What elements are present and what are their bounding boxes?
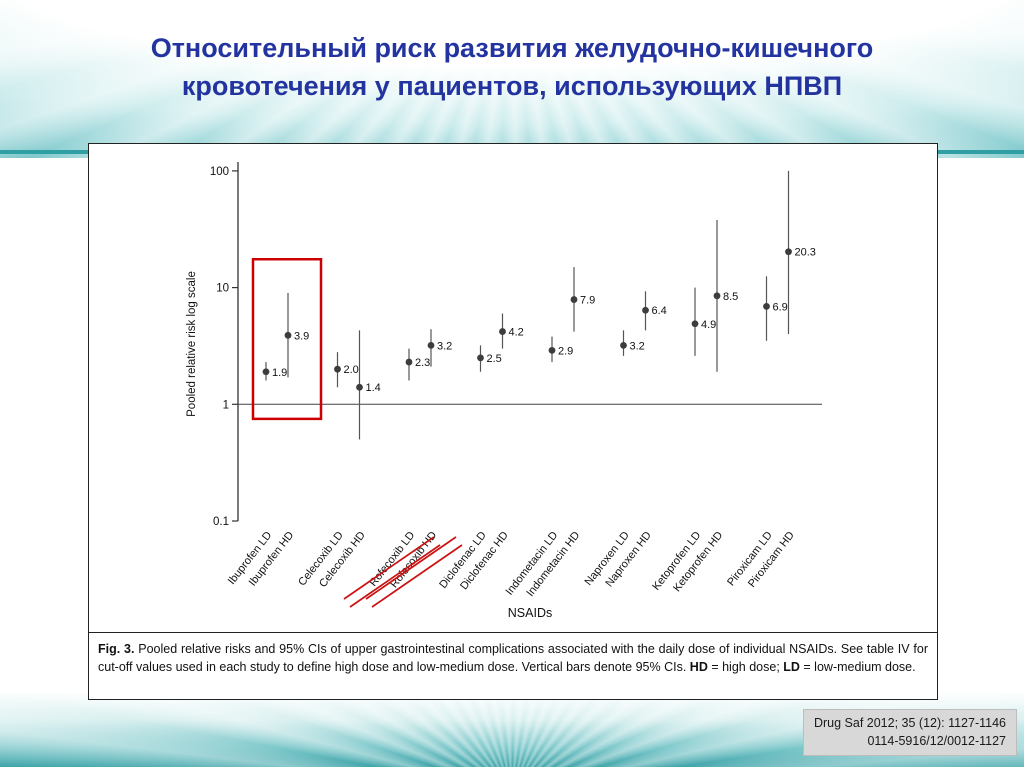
slide-title-line-1: Относительный риск развития желудочно-ки…	[150, 33, 874, 63]
data-point	[334, 365, 341, 373]
data-point	[548, 346, 556, 354]
point-value-label: 2.0	[344, 364, 359, 376]
point-value-label: 3.2	[630, 340, 645, 352]
figure-caption: Fig. 3. Pooled relative risks and 95% CI…	[89, 632, 937, 699]
top-gradient-band	[0, 0, 1024, 158]
data-point	[427, 341, 435, 349]
caption-bold-term: LD	[783, 660, 800, 675]
slide-title: Относительный риск развития желудочно-ки…	[30, 30, 994, 106]
point-value-label: 2.5	[487, 353, 502, 365]
citation-line-1: Drug Saf 2012; 35 (12): 1127-1146	[813, 715, 1006, 730]
point-value-label: 2.3	[415, 357, 430, 369]
caption-bold-term: Fig. 3.	[98, 642, 135, 656]
point-value-label: 3.9	[294, 330, 309, 342]
data-point	[284, 331, 292, 339]
caption-text: Pooled relative risks and 95% CIs of upp…	[98, 642, 928, 675]
point-value-label: 6.9	[773, 301, 788, 313]
data-point	[642, 306, 649, 314]
x-axis-title: NSAIDs	[508, 606, 552, 620]
point-value-label: 1.4	[366, 382, 381, 394]
y-tick-label: 10	[216, 283, 229, 295]
data-point	[405, 358, 413, 366]
strike-out-line	[365, 536, 457, 600]
data-point	[570, 296, 578, 303]
point-value-label: 4.2	[509, 327, 524, 339]
data-point	[356, 383, 363, 391]
point-value-label: 6.4	[652, 305, 667, 317]
data-point	[713, 292, 721, 300]
citation-box: Drug Saf 2012; 35 (12): 1127-1146 0114-5…	[802, 708, 1017, 756]
data-point	[763, 303, 770, 310]
data-point	[691, 320, 699, 328]
data-point	[477, 354, 484, 362]
slide-title-line-2: кровотечения у пациентов, использующих Н…	[181, 70, 843, 101]
data-point	[785, 248, 792, 256]
data-point	[499, 328, 506, 335]
data-point	[620, 341, 627, 349]
citation-line-2: 0114-5916/12/0012-1127	[867, 734, 1006, 749]
caption-text: = high dose;	[707, 660, 784, 675]
point-value-label: 7.9	[580, 295, 595, 307]
strike-out-line	[343, 536, 435, 600]
figure-panel: 0.1 1 10 100 Pooled relative risk log scale 1…	[88, 143, 938, 700]
caption-bold-term: HD	[689, 660, 708, 675]
y-tick-label: 0.1	[213, 516, 229, 528]
point-value-label: 4.9	[701, 319, 716, 331]
strike-out-line	[371, 544, 463, 608]
y-tick-label: 1	[223, 399, 229, 411]
point-value-label: 1.9	[272, 367, 287, 379]
forest-plot-chart: 0.1 1 10 100 Pooled relative risk log scale 1…	[186, 162, 822, 620]
point-value-label: 2.9	[558, 345, 573, 357]
caption-text: = low-medium dose.	[799, 660, 916, 675]
strike-out-line	[349, 544, 441, 608]
data-point	[262, 368, 270, 376]
point-value-label: 20.3	[795, 247, 816, 259]
point-value-label: 8.5	[723, 291, 738, 303]
y-axis-title: Pooled relative risk log scale	[186, 271, 198, 417]
highlight-box	[251, 257, 323, 421]
y-tick-label: 100	[210, 166, 229, 178]
point-value-label: 3.2	[437, 340, 452, 352]
